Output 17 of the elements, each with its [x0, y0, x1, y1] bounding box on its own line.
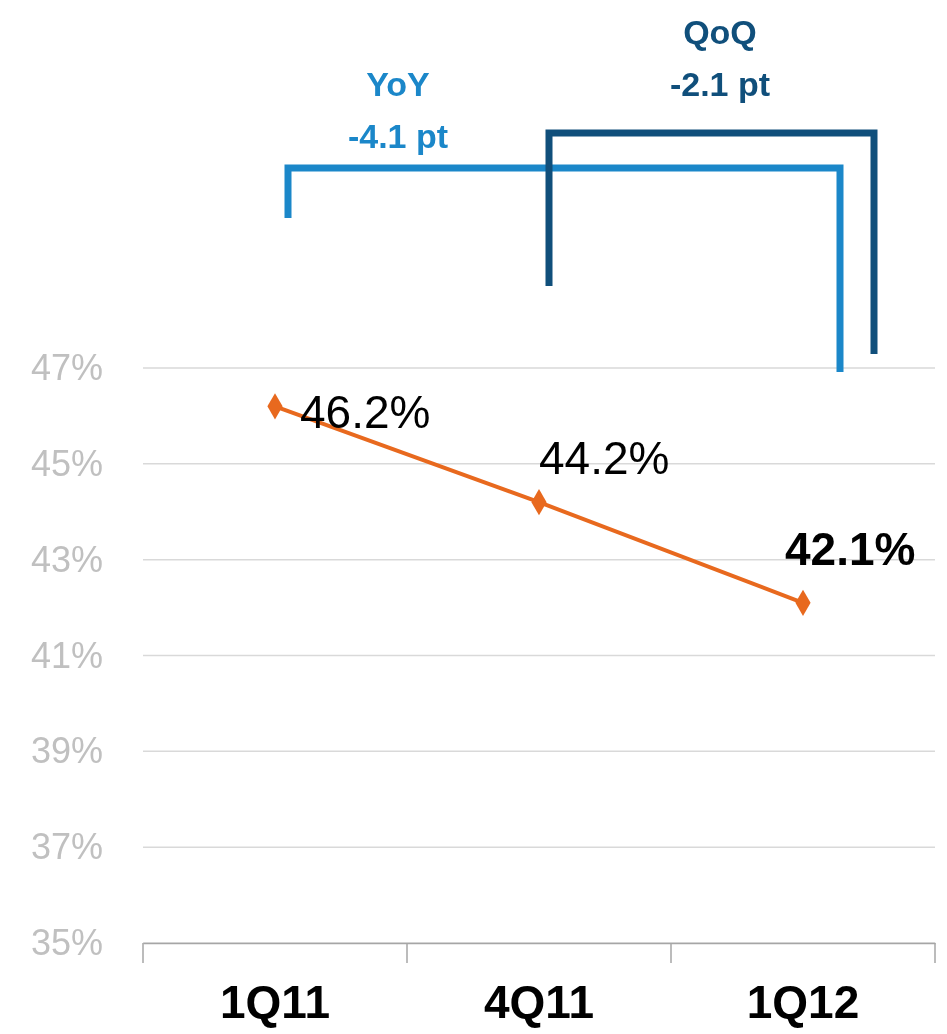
text: -2.1 pt — [669, 65, 771, 103]
y-tick-label: 47% — [30, 347, 103, 389]
y-tick-label: 37% — [30, 826, 103, 868]
x-tick-label: 1Q11 — [220, 975, 330, 1028]
text: -4.1 pt — [347, 117, 449, 155]
y-tick-label: 41% — [30, 634, 103, 676]
y-tick-label: 35% — [30, 922, 103, 964]
data-label: 42.1% — [785, 522, 916, 575]
text: QoQ — [683, 13, 757, 51]
y-tick-label: 43% — [30, 538, 103, 580]
y-tick-label: 45% — [30, 442, 103, 484]
x-tick-label: 1Q12 — [746, 975, 860, 1028]
y-tick-label: 39% — [30, 730, 103, 772]
text: YoY — [366, 65, 431, 103]
data-label: 44.2% — [539, 432, 670, 485]
x-tick-label: 4Q11 — [484, 975, 594, 1028]
data-label: 46.2% — [300, 386, 431, 439]
